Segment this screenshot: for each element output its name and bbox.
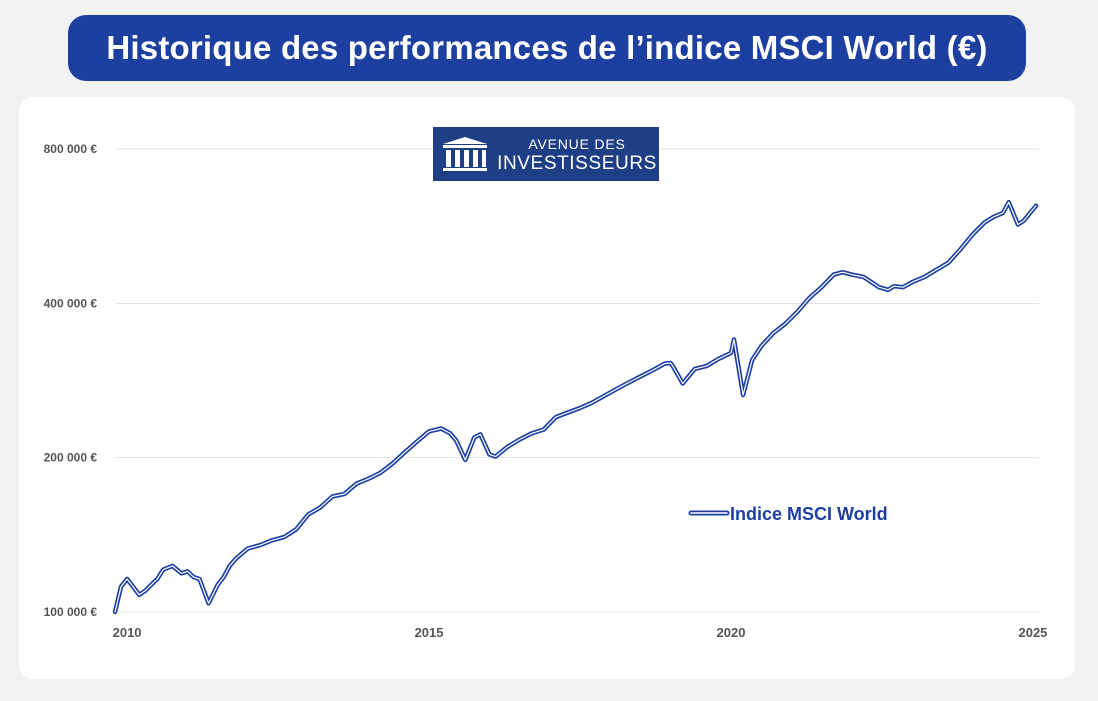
x-tick-label: 2010: [113, 625, 142, 640]
y-tick-label: 200 000 €: [44, 451, 98, 465]
legend-label: Indice MSCI World: [730, 504, 888, 524]
y-tick-label: 100 000 €: [44, 605, 98, 619]
logo-line-1: AVENUE DES: [528, 136, 625, 152]
chart-card: 100 000 € 200 000 € 400 000 € 800 000 € 201…: [19, 97, 1075, 679]
grid-lines: [115, 148, 1039, 613]
y-tick-label: 400 000 €: [44, 296, 98, 310]
chart-title: Historique des performances de l’indice …: [106, 29, 988, 66]
x-tick-label: 2015: [415, 625, 444, 640]
y-tick-label: 800 000 €: [44, 142, 98, 156]
x-axis-ticks: 2010 2015 2020 2025: [113, 625, 1048, 640]
columns-icon: [443, 137, 487, 171]
series-line-highlight: [114, 201, 1037, 613]
y-axis-ticks: 100 000 € 200 000 € 400 000 € 800 000 €: [44, 142, 98, 619]
legend: Indice MSCI World: [688, 504, 888, 524]
x-tick-label: 2020: [717, 625, 746, 640]
logo: AVENUE DES INVESTISSEURS: [433, 127, 659, 181]
title-banner: Historique des performances de l’indice …: [68, 15, 1026, 81]
logo-line-2: INVESTISSEURS: [497, 153, 657, 174]
series-layer: [112, 199, 1039, 615]
series-line: [112, 199, 1039, 615]
logo-background: [433, 127, 659, 181]
x-tick-label: 2025: [1018, 625, 1047, 640]
line-chart: 100 000 € 200 000 € 400 000 € 800 000 € 201…: [44, 127, 1048, 640]
